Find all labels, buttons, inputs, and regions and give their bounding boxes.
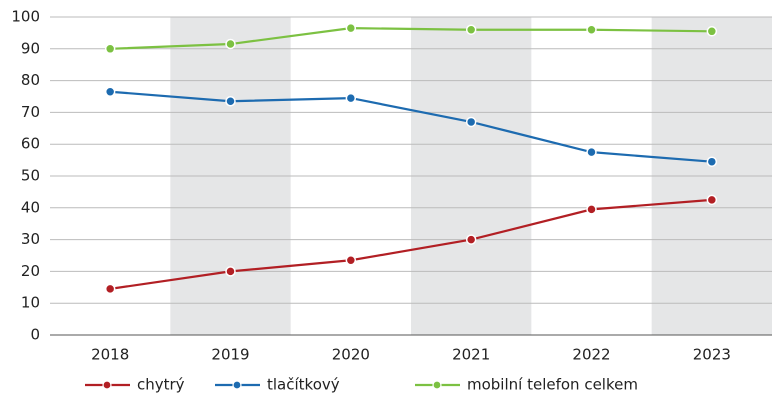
data-point (104, 283, 116, 295)
data-point (345, 255, 357, 266)
data-point (225, 38, 236, 50)
y-tick-label: 20 (21, 262, 40, 280)
data-point (586, 204, 597, 215)
data-point (465, 116, 477, 128)
data-point (345, 22, 357, 34)
x-tick-label: 2023 (693, 346, 731, 364)
y-tick-label: 60 (21, 135, 40, 153)
y-tick-label: 70 (21, 103, 40, 121)
legend-label: mobilní telefon celkem (467, 376, 638, 394)
x-tick-label: 2022 (572, 346, 610, 364)
data-point (586, 146, 597, 158)
legend-marker (232, 380, 242, 390)
legend-marker (432, 380, 442, 390)
legend-label: chytrý (137, 376, 185, 394)
y-tick-label: 80 (21, 71, 40, 89)
data-point (225, 266, 236, 277)
data-point (706, 156, 718, 167)
y-tick-label: 10 (21, 294, 40, 312)
y-tick-label: 50 (21, 167, 40, 185)
legend-marker (102, 380, 112, 390)
y-tick-label: 90 (21, 39, 40, 57)
y-tick-label: 40 (21, 198, 40, 216)
x-tick-label: 2019 (211, 346, 249, 364)
data-point (586, 24, 597, 35)
y-tick-label: 30 (21, 230, 40, 248)
data-point (706, 26, 718, 37)
data-point (104, 43, 116, 55)
data-point (104, 86, 116, 97)
x-tick-label: 2021 (452, 346, 490, 364)
x-tick-label: 2018 (91, 346, 129, 364)
data-point (465, 234, 477, 245)
x-tick-label: 2020 (332, 346, 370, 364)
legend-label: tlačítkový (267, 376, 340, 394)
series-line (110, 27, 712, 50)
data-point (225, 96, 236, 107)
series-line (110, 198, 712, 290)
data-point (465, 24, 477, 35)
data-point (706, 194, 718, 206)
series-line (110, 90, 712, 163)
y-tick-label: 100 (11, 8, 40, 26)
y-tick-label: 0 (30, 326, 40, 344)
data-point (345, 92, 357, 104)
